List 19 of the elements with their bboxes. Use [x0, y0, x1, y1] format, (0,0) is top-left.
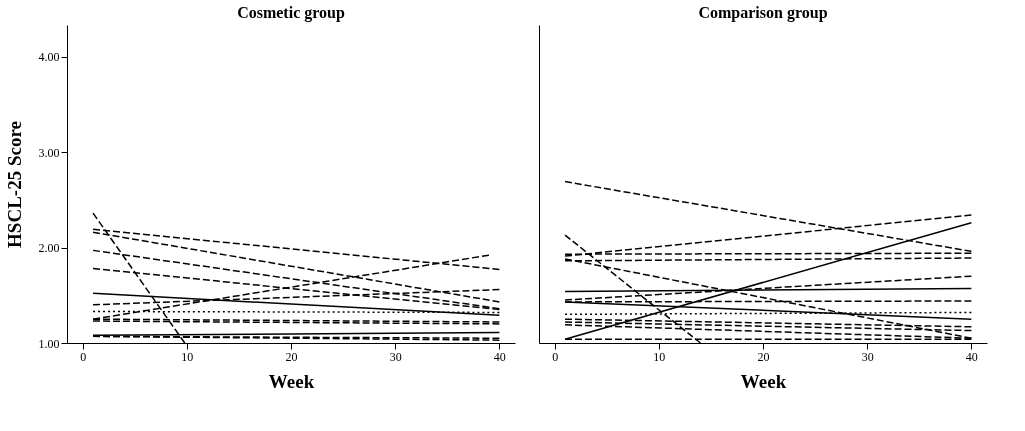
y-tick-label: 1.00 — [38, 336, 60, 351]
y-tick-label: 2.00 — [38, 241, 60, 255]
x-tick-label: 10 — [653, 349, 666, 364]
chart-title: Comparison group — [698, 4, 828, 22]
x-tick-label: 40 — [965, 349, 978, 364]
y-tick-label: 3.00 — [38, 145, 60, 160]
y-axis-title: HSCL-25 Score — [3, 121, 25, 248]
x-tick-label: 20 — [285, 349, 298, 364]
x-tick-label: 20 — [757, 349, 770, 364]
x-tick-label: 0 — [80, 349, 87, 364]
x-tick-label: 0 — [552, 349, 559, 364]
x-tick-label: 40 — [493, 349, 506, 364]
x-axis-title: Week — [268, 370, 315, 392]
x-tick-label: 30 — [389, 349, 402, 364]
x-tick-label: 10 — [181, 349, 194, 364]
x-axis-title: Week — [740, 370, 787, 392]
chart-title: Cosmetic group — [237, 4, 345, 22]
y-tick-label: 4.00 — [38, 50, 60, 65]
x-tick-label: 30 — [861, 349, 874, 364]
